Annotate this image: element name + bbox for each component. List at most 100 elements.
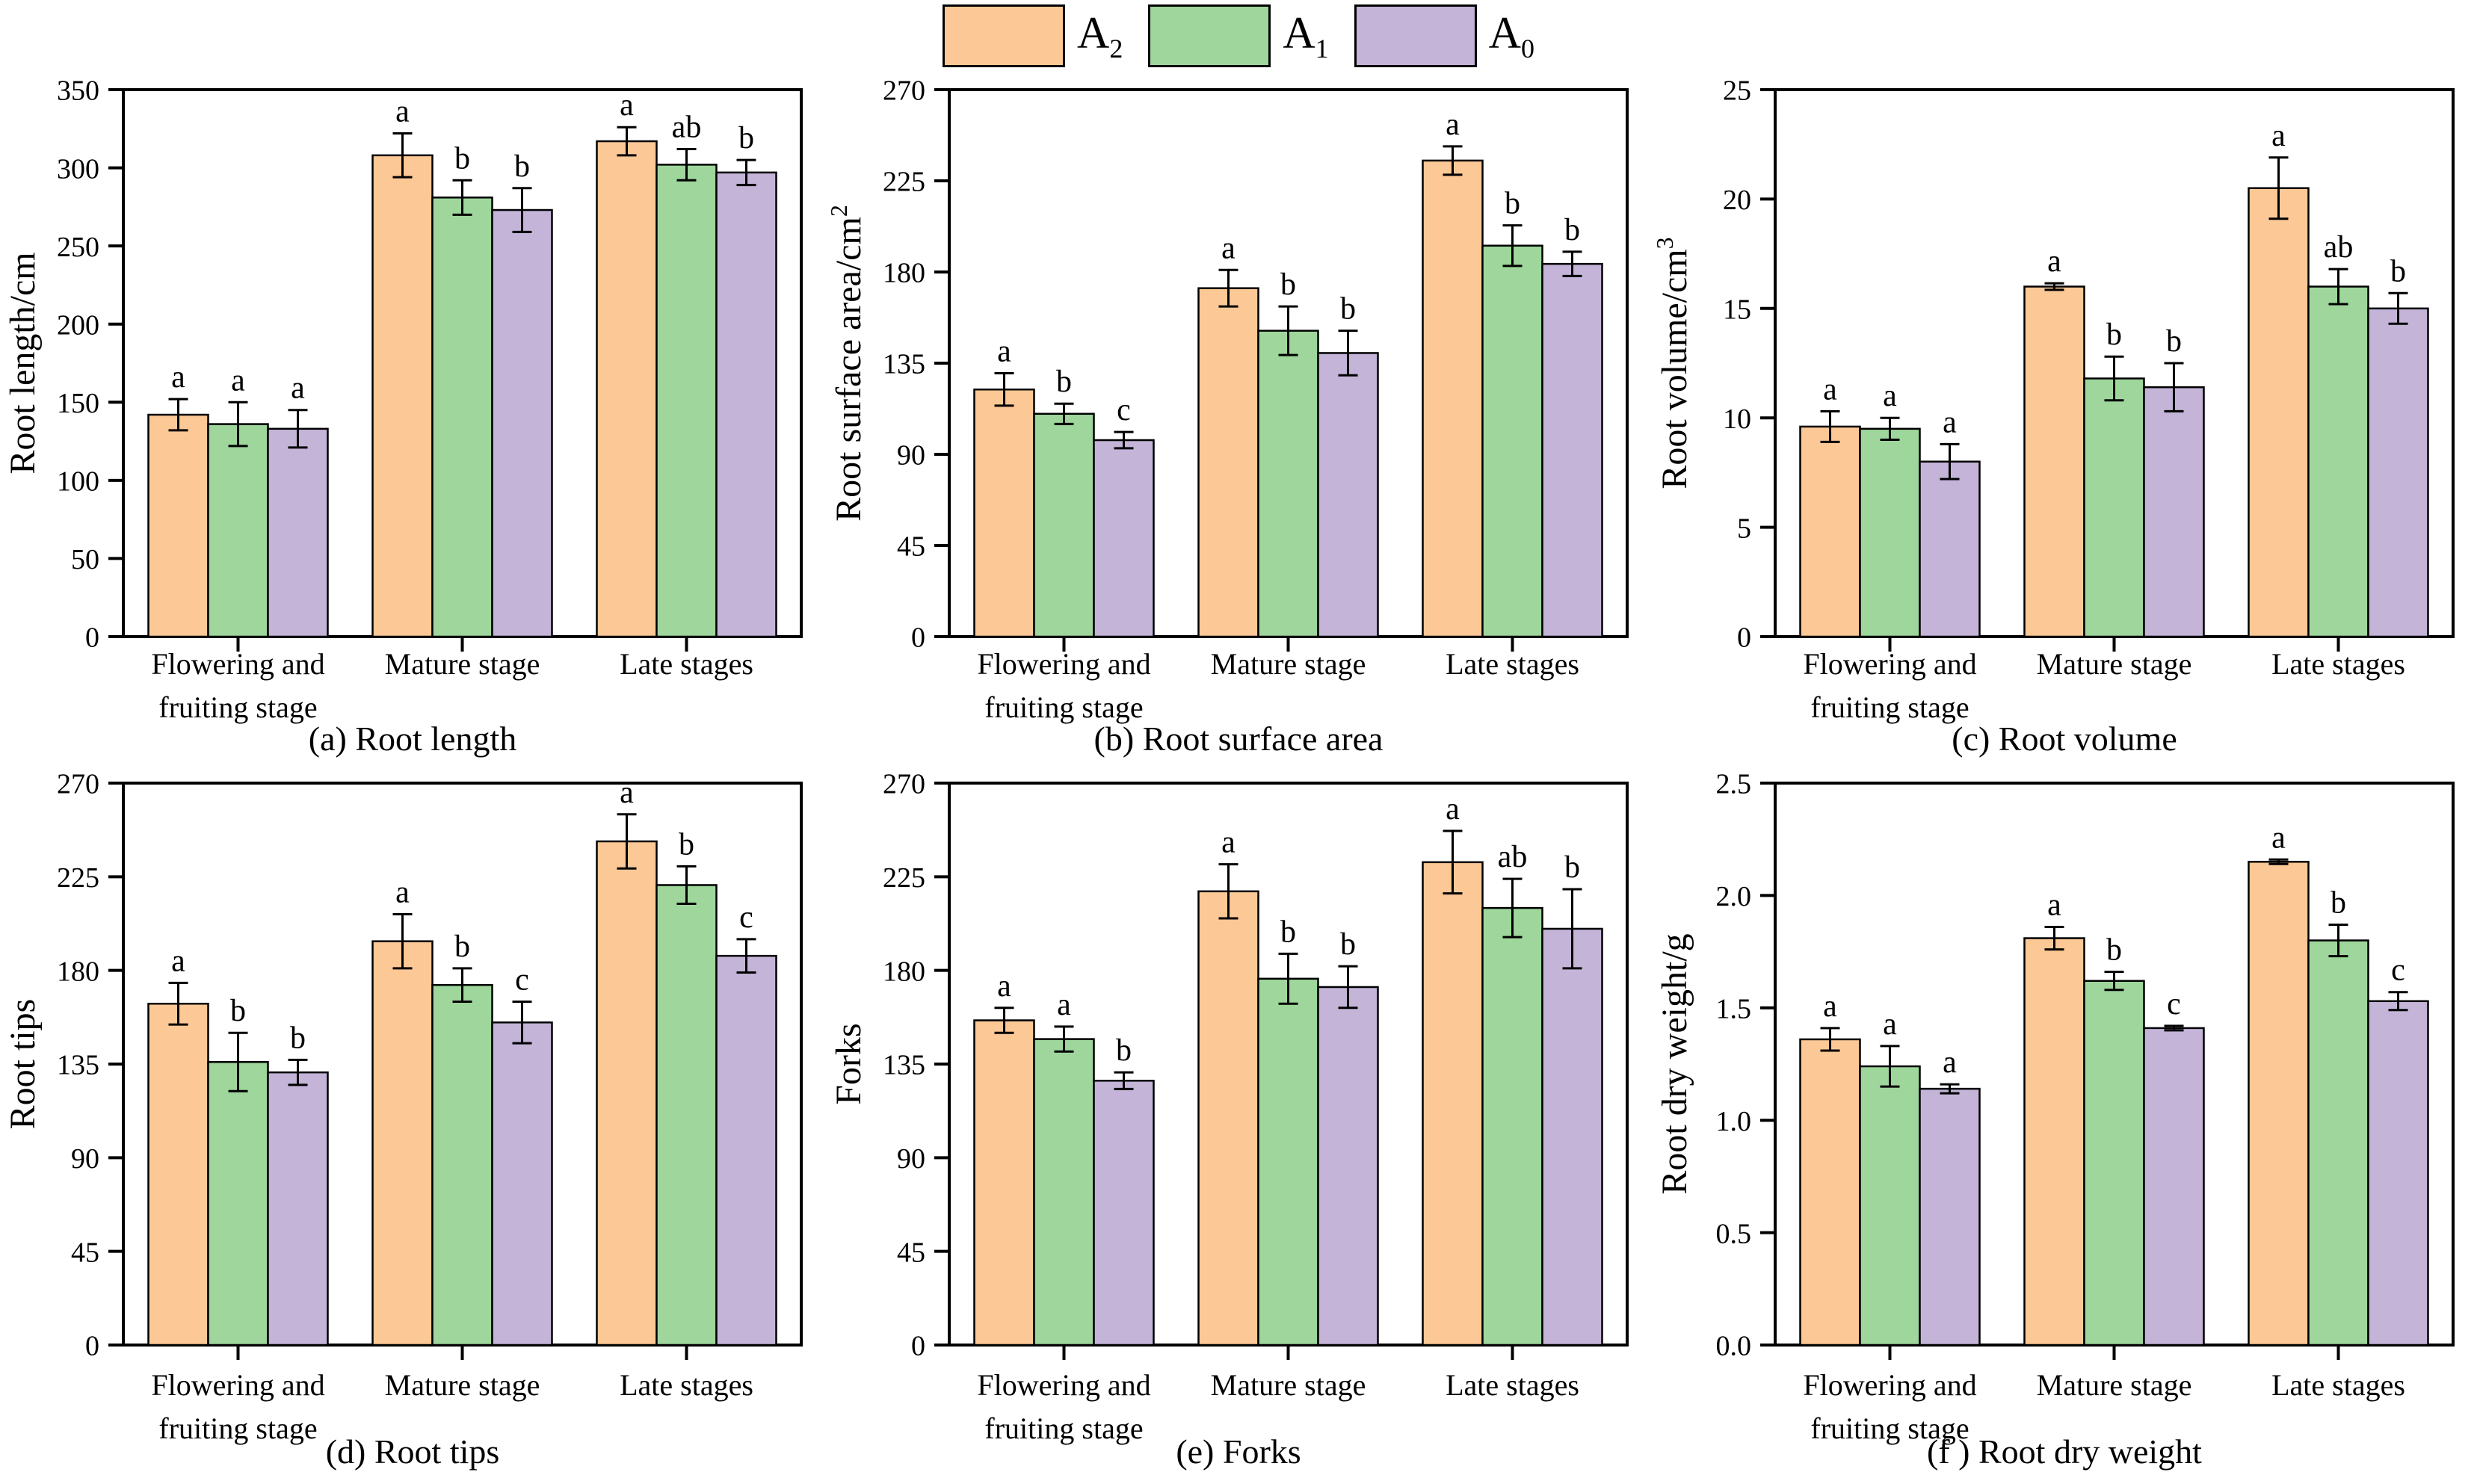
category-label: Mature stage <box>385 1368 540 1402</box>
bar-A2-group1 <box>2023 937 2085 1347</box>
y-tick-label: 45 <box>71 1237 99 1268</box>
sig-letter-A2-group2: a <box>2271 820 2286 855</box>
bars-series-A0: a b b <box>267 121 777 638</box>
bars-series-A1: b b b <box>1033 187 1543 638</box>
panel-forks: 0 45 90 135 180 225 270 Forks Flowering and fruit… <box>826 761 1651 1484</box>
y-axis-title: Root surface area/cm2 <box>826 205 869 522</box>
x-axis: Flowering and fruiting stage Mature stage L… <box>151 1345 753 1445</box>
chart-forks-svg: 0 45 90 135 180 225 270 Forks Flowering and fruit… <box>829 769 1629 1445</box>
error-bar-A0-group2 <box>736 938 756 974</box>
category-label: Late stages <box>2271 647 2405 681</box>
y-tick-label: 1.5 <box>1716 993 1752 1024</box>
error-bar-A0-group1 <box>2164 362 2184 412</box>
bars-series-A0: c b b <box>1093 213 1603 638</box>
error-bar-A0-group2 <box>2388 291 2408 325</box>
bar-A1-group2 <box>656 164 718 638</box>
panel-root-surface-area: 0 45 90 135 180 225 270 Root surface area/cm2 Fl… <box>826 0 1651 761</box>
chart-root-dry-weight-svg: 0.0 0.5 1.0 1.5 2.0 2.5 Root dry weight/g Flowe… <box>1655 769 2455 1445</box>
bar-A2-group2 <box>1422 159 1484 638</box>
sig-letter-A2-group1: a <box>2047 888 2061 923</box>
bars-series-A0: b b b <box>1093 850 1603 1347</box>
caption-root-volume: (c) Root volume <box>1952 720 2177 758</box>
caption-root-surface-area: (b) Root surface area <box>1093 720 1384 758</box>
bars-series-A0: a c c <box>1919 953 2429 1347</box>
category-label: Mature stage <box>2037 1368 2192 1402</box>
y-tick-label: 50 <box>71 544 99 575</box>
sig-letter-A1-group1: b <box>1280 268 1296 302</box>
panel-root-dry-weight: 0.0 0.5 1.0 1.5 2.0 2.5 Root dry weight/g Flowe… <box>1652 761 2477 1484</box>
bar-A0-group2 <box>2367 1000 2429 1347</box>
category-label: Flowering and <box>977 647 1150 681</box>
error-bar-A1-group2 <box>2328 924 2348 958</box>
legend-swatch-a0 <box>1354 4 1477 67</box>
category-label-line2: fruiting stage <box>158 1412 317 1445</box>
bar-A0-group2 <box>1541 927 1603 1347</box>
x-axis: Flowering and fruiting stage Mature stage L… <box>1803 1345 2405 1445</box>
panel-root-tips: 0 45 90 135 180 225 270 Root tips Flowering and f… <box>0 761 825 1484</box>
category-label-line2: fruiting stage <box>984 690 1143 724</box>
error-bar-A2-group0 <box>994 1007 1014 1034</box>
sig-letter-A1-group1: b <box>454 930 470 964</box>
legend-item-a0: A0 <box>1354 4 1534 67</box>
error-bar-A2-group2 <box>617 126 637 157</box>
error-bar-A1-group0 <box>1880 1045 1900 1088</box>
bar-A0-group0 <box>1093 1080 1155 1347</box>
bar-A0-group0 <box>1919 1087 1981 1347</box>
error-bar-A1-group0 <box>1054 1025 1074 1053</box>
sig-letter-A0-group0: a <box>291 371 305 406</box>
legend-label-a0: A0 <box>1489 10 1534 62</box>
category-label: Flowering and <box>1803 1368 1976 1402</box>
bars-series-A0: a b b <box>1919 254 2429 638</box>
bar-A1-group2 <box>1481 906 1543 1347</box>
y-tick-label: 200 <box>57 309 99 341</box>
y-tick-label: 100 <box>57 466 99 498</box>
error-bar-A1-group2 <box>1502 224 1523 268</box>
bar-A0-group2 <box>715 171 777 638</box>
bar-A1-group1 <box>431 983 493 1347</box>
error-bar-A0-group2 <box>2388 991 2408 1012</box>
error-bar-A1-group1 <box>1278 952 1298 1005</box>
y-tick-label: 90 <box>897 1143 925 1175</box>
bar-A0-group1 <box>1317 352 1379 638</box>
y-axis: 0 45 90 135 180 225 270 <box>883 75 949 654</box>
bar-A2-group0 <box>973 388 1035 638</box>
error-bar-A1-group2 <box>676 147 697 182</box>
bars-series-A2: a a a <box>1799 820 2310 1347</box>
bar-A0-group2 <box>2367 307 2429 638</box>
error-bar-A0-group1 <box>2164 1024 2184 1032</box>
x-axis: Flowering and fruiting stage Mature stage L… <box>977 1345 1579 1445</box>
sig-letter-A2-group1: a <box>2047 244 2061 279</box>
category-label: Flowering and <box>151 647 324 681</box>
sig-letter-A0-group0: a <box>1943 1045 1957 1080</box>
sig-letter-A0-group1: b <box>1340 292 1356 327</box>
sig-letter-A0-group0: c <box>1117 393 1131 427</box>
sig-letter-A0-group2: b <box>1564 850 1580 885</box>
bar-A1-group1 <box>2083 980 2145 1347</box>
y-tick-label: 150 <box>57 388 99 419</box>
bar-A1-group0 <box>1033 1038 1095 1347</box>
legend-label-a1-sub: 1 <box>1315 33 1329 64</box>
error-bar-A0-group0 <box>1940 1083 1960 1095</box>
y-tick-label: 225 <box>883 167 925 198</box>
category-label: Mature stage <box>1211 647 1366 681</box>
error-bar-A2-group2 <box>2268 156 2289 220</box>
sig-letter-A2-group0: a <box>997 335 1011 369</box>
y-tick-label: 0 <box>1737 622 1751 654</box>
bar-A0-group1 <box>2143 386 2205 638</box>
legend-label-a1-base: A <box>1283 7 1315 58</box>
bar-A2-group2 <box>2248 187 2310 638</box>
y-tick-label: 10 <box>1723 404 1751 435</box>
chart-root-volume-svg: 0 5 10 15 20 25 Root volume/cm3 Flowering and fr… <box>1652 75 2455 724</box>
y-axis: 0 50 100 150 200 250 300 350 <box>57 75 123 654</box>
bar-A2-group1 <box>371 154 434 638</box>
error-bar-A2-group1 <box>2044 926 2064 951</box>
category-label: Flowering and <box>1803 647 1976 681</box>
y-tick-label: 45 <box>897 531 925 563</box>
bars-series-A1: a b b <box>1859 886 2369 1347</box>
y-tick-label: 0 <box>85 622 99 654</box>
sig-letter-A2-group2: a <box>1446 108 1460 142</box>
legend-item-a1: A1 <box>1148 4 1329 67</box>
sig-letter-A1-group1: b <box>1280 915 1296 949</box>
y-tick-label: 45 <box>897 1237 925 1268</box>
sig-letter-A2-group0: a <box>997 969 1011 1004</box>
